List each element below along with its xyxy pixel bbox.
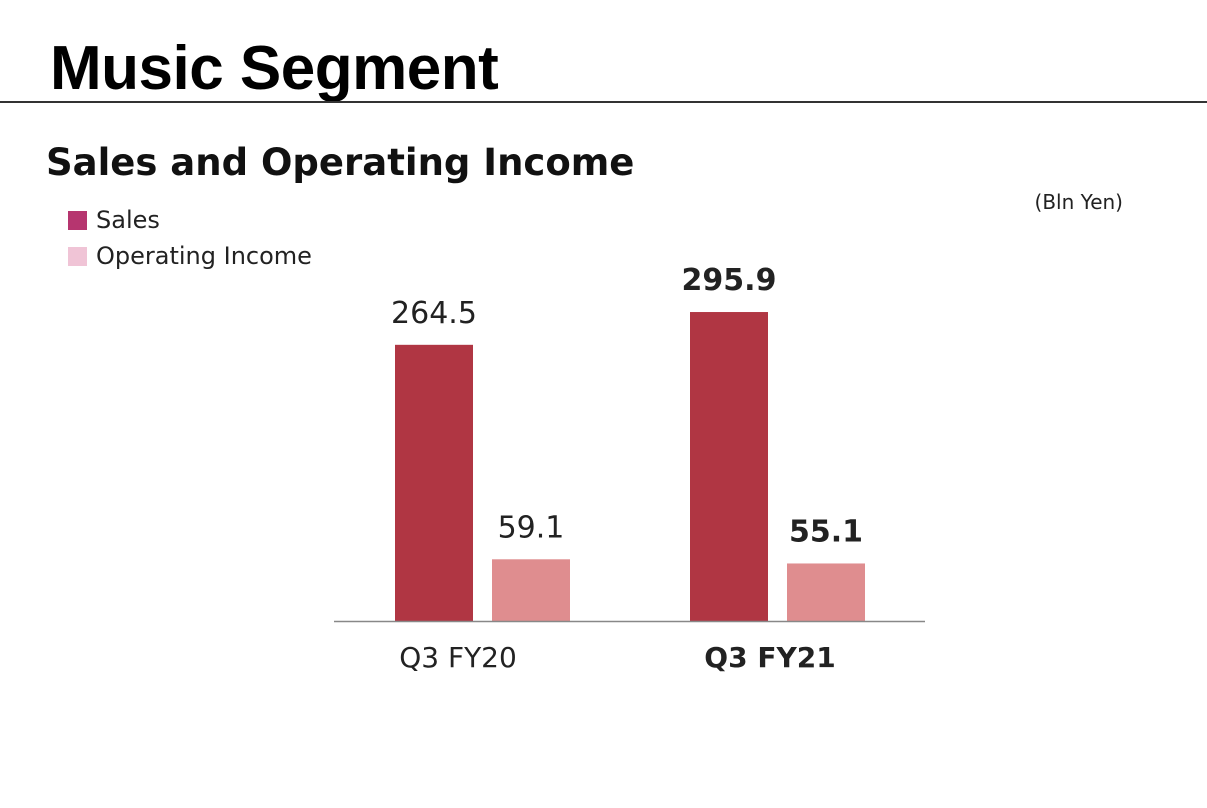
legend-item-sales: Sales: [68, 202, 312, 238]
bar-operating-income-q3-fy21: [787, 563, 865, 621]
bar-operating-income-q3-fy20: [492, 559, 570, 621]
legend-label-operating-income: Operating Income: [96, 242, 312, 270]
value-label-operating-income-q3-fy21: 55.1: [789, 514, 863, 549]
legend-label-sales: Sales: [96, 206, 160, 234]
bar-sales-q3-fy20: [395, 344, 473, 621]
unit-label: (Bln Yen): [1034, 190, 1123, 214]
value-label-sales-q3-fy20: 264.5: [391, 296, 477, 331]
legend-item-operating-income: Operating Income: [68, 238, 312, 274]
value-label-operating-income-q3-fy20: 59.1: [498, 510, 565, 545]
chart-heading: Sales and Operating Income: [46, 141, 635, 184]
value-label-sales-q3-fy21: 295.9: [682, 263, 777, 298]
title-divider: [0, 101, 1207, 103]
chart-legend: Sales Operating Income: [68, 202, 312, 274]
legend-swatch-operating-income: [68, 246, 87, 266]
category-label-q3-fy20: Q3 FY20: [399, 641, 517, 674]
bar-sales-q3-fy21: [690, 312, 768, 621]
category-label-q3-fy21: Q3 FY21: [704, 641, 835, 674]
legend-swatch-sales: [68, 210, 87, 230]
page-title: Music Segment: [50, 34, 499, 103]
